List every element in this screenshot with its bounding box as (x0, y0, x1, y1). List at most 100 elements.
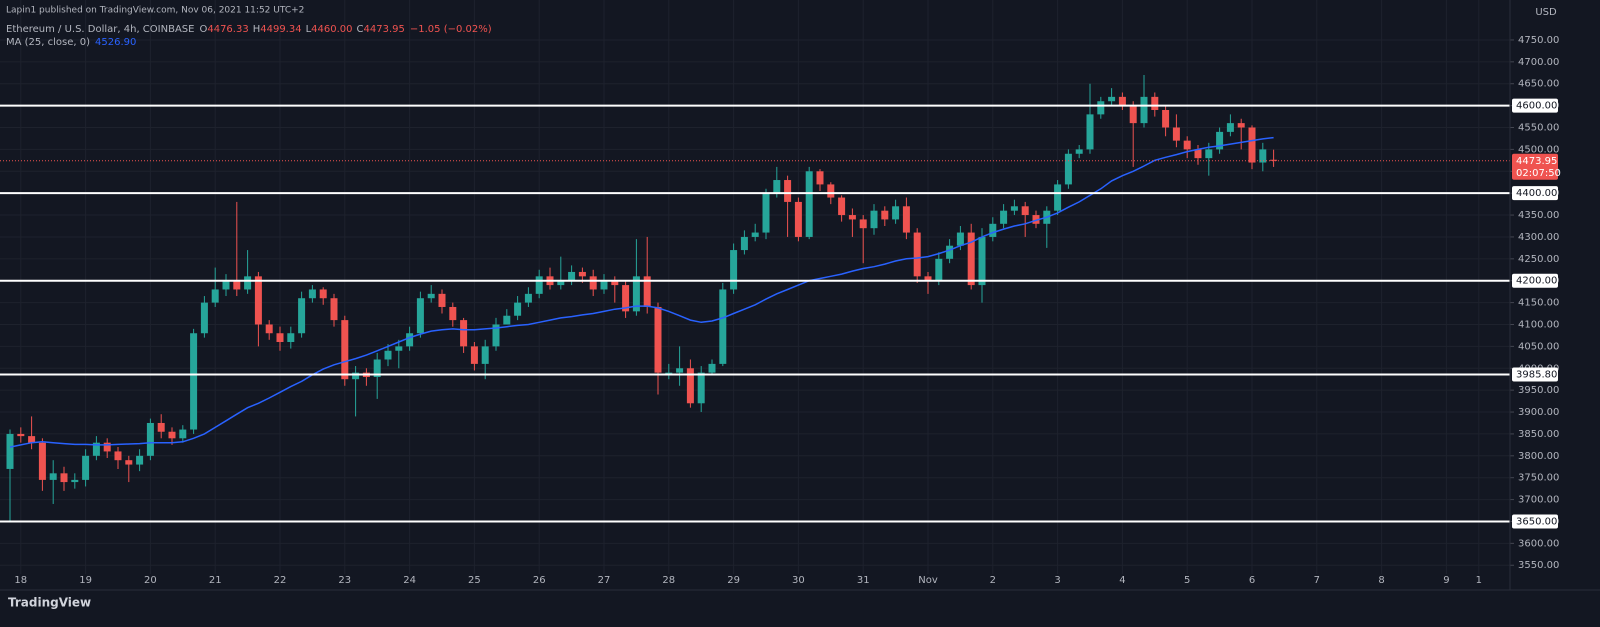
candle-body (708, 363, 716, 373)
candle-body (287, 333, 295, 342)
legend-value: 4499.34 (260, 24, 301, 35)
candle-body (978, 236, 986, 286)
x-tick-label: 28 (662, 575, 675, 586)
candle-body (1226, 123, 1234, 132)
last-price-label: 4473.95 (1516, 156, 1557, 167)
candle-body (784, 180, 792, 202)
candle-body (49, 473, 57, 480)
level-label: 4400.00 (1516, 188, 1557, 199)
y-tick-label: 4700.00 (1518, 57, 1559, 68)
candle-body (92, 442, 100, 456)
x-tick-label: 1 (1476, 575, 1482, 586)
legend-value: 4473.95 (364, 24, 405, 35)
y-tick-label: 4650.00 (1518, 79, 1559, 90)
candle-body (244, 276, 252, 290)
y-tick-label: 4250.00 (1518, 254, 1559, 265)
candle-body (470, 346, 478, 364)
candle-body (168, 431, 176, 439)
candle-body (524, 293, 532, 303)
candle-body (805, 171, 813, 237)
x-tick-label: 2 (990, 575, 996, 586)
legend-key: H (253, 24, 261, 35)
y-tick-label: 3950.00 (1518, 385, 1559, 396)
candle-body (298, 298, 306, 334)
legend-change: −1.05 (−0.02%) (410, 24, 492, 35)
publisher: Lapin1 published on TradingView.com, Nov… (6, 6, 304, 16)
y-tick-label: 4050.00 (1518, 341, 1559, 352)
x-tick-label: 27 (598, 575, 611, 586)
candle-body (1021, 206, 1029, 216)
candle-body (481, 346, 489, 364)
candle-body (676, 368, 684, 373)
candle-body (1151, 96, 1159, 110)
x-tick-label: 19 (79, 575, 92, 586)
candle-body (438, 293, 446, 307)
y-tick-label: 4350.00 (1518, 210, 1559, 221)
x-tick-label: 20 (144, 575, 157, 586)
y-tick-label: 4100.00 (1518, 319, 1559, 330)
legend-key: L (306, 24, 312, 35)
legend-key: C (357, 24, 364, 35)
candle-body (233, 280, 241, 290)
candle-body (557, 280, 565, 286)
candle-body (902, 206, 910, 233)
candle-body (190, 333, 198, 430)
candle-body (38, 442, 46, 480)
candle-body (1097, 101, 1105, 115)
candle-body (600, 280, 608, 290)
candle-body (1075, 149, 1083, 154)
candle-body (1108, 96, 1116, 102)
candle-body (330, 298, 338, 321)
candle-body (1183, 140, 1191, 150)
candle-body (1140, 96, 1148, 124)
last-price-box (1512, 153, 1558, 180)
level-label-box (1512, 273, 1558, 288)
y-tick-label: 3600.00 (1518, 538, 1559, 549)
brand: TradingView (8, 596, 91, 610)
candle-body (848, 215, 856, 220)
y-tick-label: 3850.00 (1518, 429, 1559, 440)
x-tick-label: 4 (1119, 575, 1125, 586)
candle-body (762, 193, 770, 233)
candle-body (125, 460, 133, 465)
y-tick-label: 3800.00 (1518, 451, 1559, 462)
candle-body (71, 479, 79, 483)
candle-body (1194, 149, 1202, 159)
currency: USD (1535, 7, 1557, 18)
x-tick-label: 5 (1184, 575, 1190, 586)
candle-body (6, 433, 14, 469)
candle-body (308, 289, 316, 299)
candle-body (17, 433, 25, 437)
candle-body (881, 210, 889, 220)
candle-body (578, 271, 586, 277)
candle-body (892, 206, 900, 220)
candle-body (535, 276, 543, 294)
candle-body (319, 289, 327, 299)
x-tick-label: 24 (403, 575, 416, 586)
candle-body (254, 276, 262, 325)
level-label: 3650.00 (1516, 516, 1557, 527)
candle-body (913, 232, 921, 277)
x-tick-label: 30 (792, 575, 805, 586)
candle-body (1032, 215, 1040, 224)
level-label: 4600.00 (1516, 101, 1557, 112)
candle-body (1205, 149, 1213, 159)
candle-body (1129, 105, 1137, 124)
x-tick-label: Nov (918, 575, 938, 586)
candle-body (136, 455, 144, 465)
candle-body (1237, 123, 1245, 128)
candle-body (449, 306, 457, 321)
candle-body (384, 350, 392, 360)
candle-body (697, 372, 705, 404)
candle-body (179, 429, 187, 439)
x-tick-label: 7 (1314, 575, 1320, 586)
y-tick-label: 3550.00 (1518, 560, 1559, 571)
legend-main: Ethereum / U.S. Dollar, 4h, COINBASE O447… (6, 24, 492, 35)
candle-body (956, 232, 964, 246)
candle-body (28, 436, 36, 443)
ma-name: MA (25, close, 0) (6, 37, 90, 48)
legend-title: Ethereum / U.S. Dollar, 4h, COINBASE (6, 24, 194, 35)
candle-body (935, 258, 943, 281)
candle-body (665, 372, 673, 374)
